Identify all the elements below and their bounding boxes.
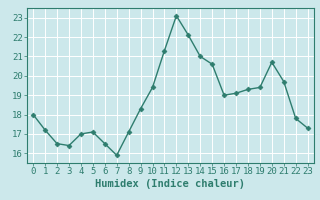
X-axis label: Humidex (Indice chaleur): Humidex (Indice chaleur) xyxy=(95,179,245,189)
